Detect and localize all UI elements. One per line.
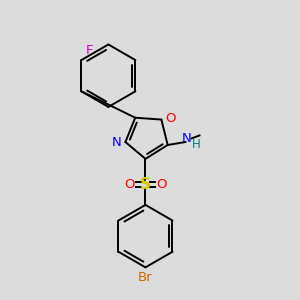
Text: O: O bbox=[157, 178, 167, 190]
Text: N: N bbox=[112, 136, 122, 148]
Text: O: O bbox=[165, 112, 175, 124]
Text: H: H bbox=[191, 138, 200, 151]
Text: S: S bbox=[140, 177, 151, 192]
Text: N: N bbox=[182, 132, 192, 145]
Text: O: O bbox=[124, 178, 134, 190]
Text: F: F bbox=[86, 44, 93, 57]
Text: Br: Br bbox=[138, 271, 153, 284]
